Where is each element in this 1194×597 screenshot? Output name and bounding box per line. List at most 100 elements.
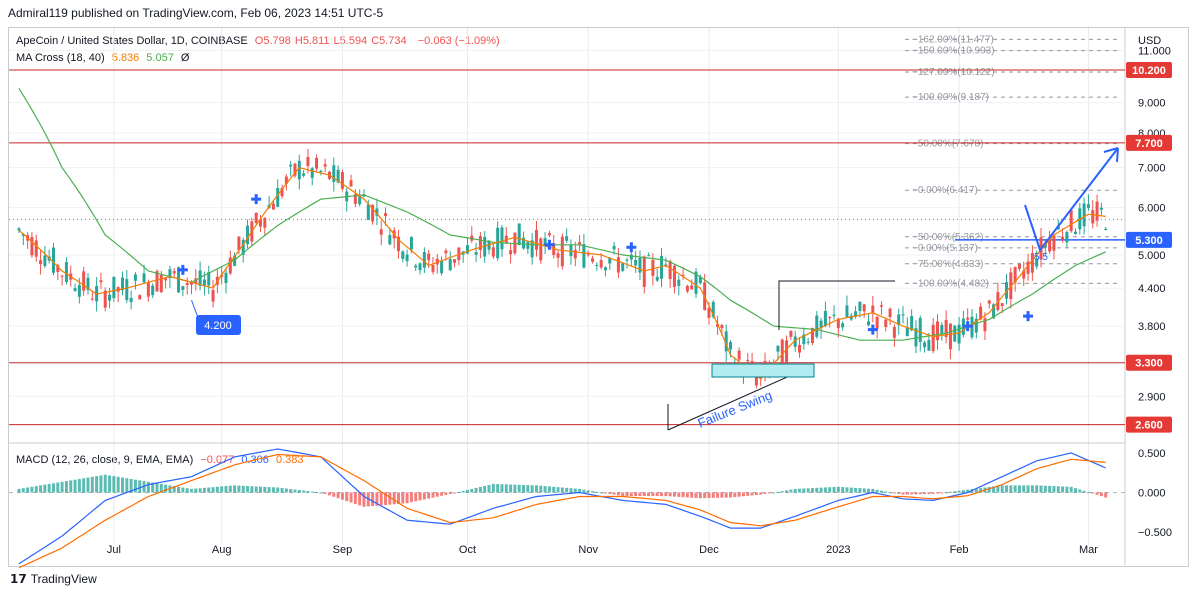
candle-body	[966, 317, 970, 320]
candle-body	[1065, 232, 1069, 243]
candle-body	[168, 269, 172, 279]
candle-body	[207, 272, 211, 286]
candle-body	[293, 163, 297, 176]
slow-ma-line	[18, 88, 1106, 341]
macd-histogram-bar	[388, 492, 392, 505]
candle-body	[569, 245, 573, 257]
macd-histogram-bar	[64, 481, 68, 493]
macd-histogram-bar	[392, 492, 396, 505]
macd-histogram-bar	[836, 486, 840, 493]
candle-body	[133, 274, 137, 281]
macd-histogram-bar	[642, 492, 646, 497]
macd-histogram-bar	[431, 492, 435, 498]
candle-body	[211, 289, 215, 302]
candle-body	[483, 236, 487, 257]
macd-histogram-bar	[233, 485, 237, 493]
x-tick-label: Sep	[333, 544, 353, 556]
macd-histogram-bar	[746, 492, 750, 496]
candle-body	[60, 275, 64, 277]
x-tick-label: Feb	[950, 544, 969, 556]
candle-body	[1086, 204, 1090, 208]
macd-histogram-bar	[823, 487, 827, 493]
macd-histogram-bar	[681, 492, 685, 498]
projection-arrowhead	[1103, 147, 1119, 163]
macd-histogram-bar	[1030, 485, 1034, 493]
candle-body	[90, 298, 94, 300]
macd-histogram-bar	[707, 492, 711, 498]
macd-histogram-bar	[655, 492, 659, 497]
macd-histogram-bar	[815, 487, 819, 493]
macd-histogram-bar	[556, 487, 560, 493]
candle-body	[1017, 264, 1021, 269]
macd-histogram-bar	[1035, 485, 1039, 493]
macd-histogram-bar	[612, 492, 616, 495]
macd-histogram-bar	[685, 492, 689, 498]
candle-body	[358, 195, 362, 205]
symbol-legend: ApeCoin / United States Dollar, 1D, COIN…	[16, 35, 504, 47]
candle-body	[802, 334, 806, 345]
macd-histogram-bar	[703, 492, 707, 499]
candle-body	[948, 323, 952, 350]
candle-body	[539, 238, 543, 261]
candle-body	[1052, 235, 1056, 251]
candle-body	[388, 235, 392, 245]
candle-body	[823, 310, 827, 327]
candle-body	[82, 271, 86, 291]
y-tick-label: 11.000	[1138, 45, 1171, 57]
candle-body	[34, 240, 38, 257]
candle-body	[185, 283, 189, 285]
candle-body	[798, 344, 802, 353]
macd-histogram-bar	[396, 492, 400, 504]
macd-histogram-bar	[716, 492, 720, 498]
candle-body	[228, 257, 232, 274]
candle-body	[414, 265, 418, 268]
macd-histogram-bar	[1022, 485, 1026, 493]
candle-body	[172, 271, 176, 274]
candle-body	[789, 331, 793, 337]
candle-body	[660, 256, 664, 279]
fib-level-label: −0.00%(5.137)	[912, 243, 978, 254]
macd-histogram-bar	[1000, 485, 1004, 493]
key-level-badge	[1126, 61, 1172, 78]
candle-body	[608, 257, 612, 264]
macd-histogram-bar	[207, 487, 211, 493]
candle-body	[371, 205, 375, 222]
macd-histogram-bar	[228, 485, 232, 493]
candle-body	[841, 323, 845, 328]
candle-body	[690, 285, 694, 290]
ma-slow-value: 5.057	[146, 52, 174, 64]
candle-body	[1104, 228, 1108, 230]
change-value: −0.063 (−1.09%)	[417, 35, 500, 47]
candle-body	[992, 304, 996, 319]
macd-histogram-bar	[660, 492, 664, 497]
current-price-text: 5.300	[1135, 235, 1163, 247]
candle-body	[530, 240, 534, 258]
candle-body	[39, 260, 43, 265]
macd-histogram-bar	[112, 476, 116, 493]
macd-histogram-bar	[629, 492, 633, 497]
key-level-badge	[1126, 416, 1172, 433]
macd-histogram-bar	[384, 492, 388, 505]
candle-body	[435, 258, 439, 265]
macd-histogram-bar	[43, 484, 47, 493]
macd-histogram-bar	[888, 492, 892, 494]
macd-histogram-bar	[371, 492, 375, 507]
macd-histogram-bar	[763, 492, 767, 494]
macd-histogram-bar	[897, 492, 901, 494]
macd-histogram-bar	[21, 488, 25, 493]
candle-body	[353, 194, 357, 204]
fib-level-label: −100.00%(9.187)	[912, 92, 989, 103]
macd-histogram-bar	[560, 487, 564, 493]
candle-body	[302, 173, 306, 176]
candle-body	[910, 316, 914, 331]
candle-body	[77, 285, 81, 297]
macd-histogram-bar	[1082, 490, 1086, 493]
macd-histogram-bar	[60, 481, 64, 493]
macd-histogram-bar	[1095, 492, 1099, 495]
macd-histogram-bar	[543, 486, 547, 493]
candle-body	[754, 373, 758, 386]
macd-histogram-bar	[927, 492, 931, 495]
candle-body	[832, 314, 836, 316]
macd-histogram-bar	[785, 490, 789, 493]
